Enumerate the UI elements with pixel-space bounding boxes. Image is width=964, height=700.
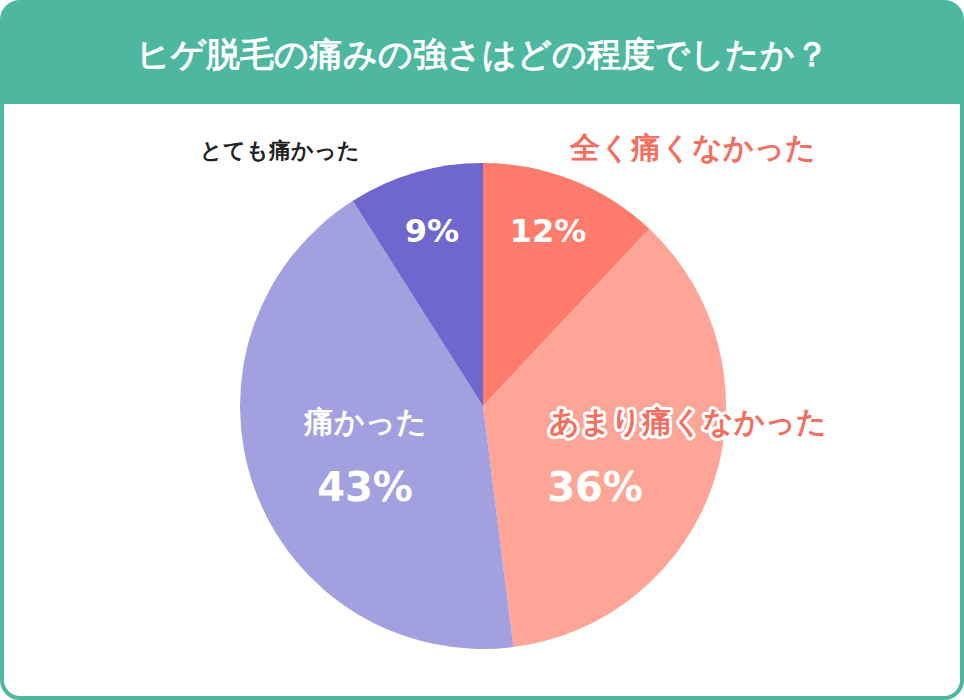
frame bbox=[2, 2, 962, 698]
data-label: 43% bbox=[317, 464, 413, 510]
data-label: 12% bbox=[510, 212, 587, 250]
category-label: 全く痛くなかった bbox=[569, 130, 816, 165]
category-label: あまり痛くなかった bbox=[549, 404, 827, 439]
data-label: 9% bbox=[405, 212, 459, 250]
data-label: 36% bbox=[547, 464, 643, 510]
category-label: 痛かった bbox=[303, 404, 427, 439]
labels: 全く痛くなかった 12% あまり痛くなかった 36% 痛かった 43% とても痛かった 9% bbox=[200, 130, 827, 510]
category-label: とても痛かった bbox=[200, 138, 360, 163]
slice bbox=[353, 163, 483, 406]
header-bar bbox=[2, 2, 962, 104]
title: ヒゲ脱毛の痛みの強さはどの程度でしたか？ bbox=[136, 34, 829, 74]
